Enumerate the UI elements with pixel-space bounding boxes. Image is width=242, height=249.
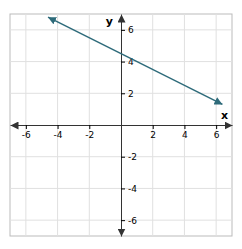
x-tick-label: 2 <box>150 130 156 140</box>
x-tick-label: 6 <box>214 130 220 140</box>
y-tick: -4 <box>121 184 137 194</box>
x-axis-label: x <box>221 109 228 122</box>
y-tick-mark <box>121 157 125 158</box>
y-tick: 6 <box>121 25 134 35</box>
y-tick-label: -6 <box>128 216 137 226</box>
x-tick: -6 <box>22 125 31 140</box>
y-axis: -6-4-2246 <box>121 15 137 237</box>
x-tick-mark <box>58 125 59 129</box>
x-tick-label: -4 <box>54 130 63 140</box>
x-tick-label: -2 <box>85 130 94 140</box>
marks <box>48 17 222 104</box>
y-tick-mark <box>121 62 125 63</box>
x-tick-mark <box>153 125 154 129</box>
x-tick: 2 <box>150 125 156 140</box>
y-tick-label: -2 <box>128 152 137 162</box>
y-tick-label: -4 <box>128 184 137 194</box>
plot: -6-4-2246-6-4-2246xy <box>10 14 233 237</box>
y-tick-label: 6 <box>128 25 134 35</box>
y-axis-line <box>121 15 122 237</box>
grid <box>10 14 232 236</box>
y-tick: -6 <box>121 216 137 226</box>
x-tick: 4 <box>182 125 188 140</box>
y-tick-mark <box>121 188 125 189</box>
chart: -6-4-2246-6-4-2246xy <box>0 0 242 249</box>
x-tick-label: 4 <box>182 130 188 140</box>
x-tick: 6 <box>214 125 220 140</box>
x-tick-mark <box>216 125 217 129</box>
x-tick: -2 <box>85 125 94 140</box>
x-tick-label: -6 <box>22 130 31 140</box>
plot-frame <box>10 14 232 236</box>
y-tick-mark <box>121 93 125 94</box>
x-tick-mark <box>184 125 185 129</box>
y-axis-label: y <box>106 15 113 28</box>
data-line <box>48 17 222 104</box>
y-tick: -2 <box>121 152 137 162</box>
y-tick-label: 2 <box>128 89 134 99</box>
y-tick-mark <box>121 30 125 31</box>
y-tick-mark <box>121 220 125 221</box>
x-tick: -4 <box>54 125 63 140</box>
x-tick-mark <box>89 125 90 129</box>
y-tick: 2 <box>121 89 134 99</box>
x-tick-mark <box>26 125 27 129</box>
